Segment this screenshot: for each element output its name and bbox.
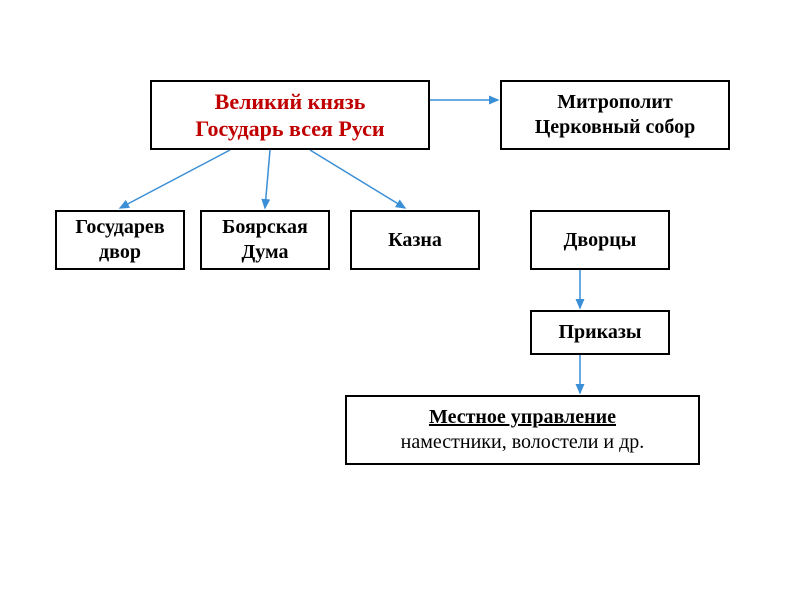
church-line2: Церковный собор (535, 115, 696, 140)
node-local: Местное управление наместники, волостели… (345, 395, 700, 465)
edge-grand_prince-to-kazna (310, 150, 405, 208)
boyar-duma-line1: Боярская (222, 215, 308, 240)
node-dvortsy: Дворцы (530, 210, 670, 270)
node-grand-prince: Великий князь Государь всея Руси (150, 80, 430, 150)
gosudarev-dvor-line1: Государев (75, 215, 164, 240)
local-subtitle: наместники, волостели и др. (401, 430, 645, 455)
node-gosudarev-dvor: Государев двор (55, 210, 185, 270)
grand-prince-line2: Государь всея Руси (195, 115, 384, 143)
node-boyar-duma: Боярская Дума (200, 210, 330, 270)
boyar-duma-line2: Дума (242, 240, 289, 265)
kazna-line1: Казна (388, 228, 442, 253)
church-line1: Митрополит (557, 90, 672, 115)
node-church: Митрополит Церковный собор (500, 80, 730, 150)
local-title: Местное управление (429, 405, 616, 430)
node-prikazy: Приказы (530, 310, 670, 355)
prikazy-line1: Приказы (558, 320, 641, 345)
node-kazna: Казна (350, 210, 480, 270)
dvortsy-line1: Дворцы (564, 228, 637, 253)
gosudarev-dvor-line2: двор (99, 240, 141, 265)
edge-grand_prince-to-boyar_duma (265, 150, 270, 208)
edge-grand_prince-to-gosudarev_dvor (120, 150, 230, 208)
grand-prince-line1: Великий князь (215, 88, 366, 116)
